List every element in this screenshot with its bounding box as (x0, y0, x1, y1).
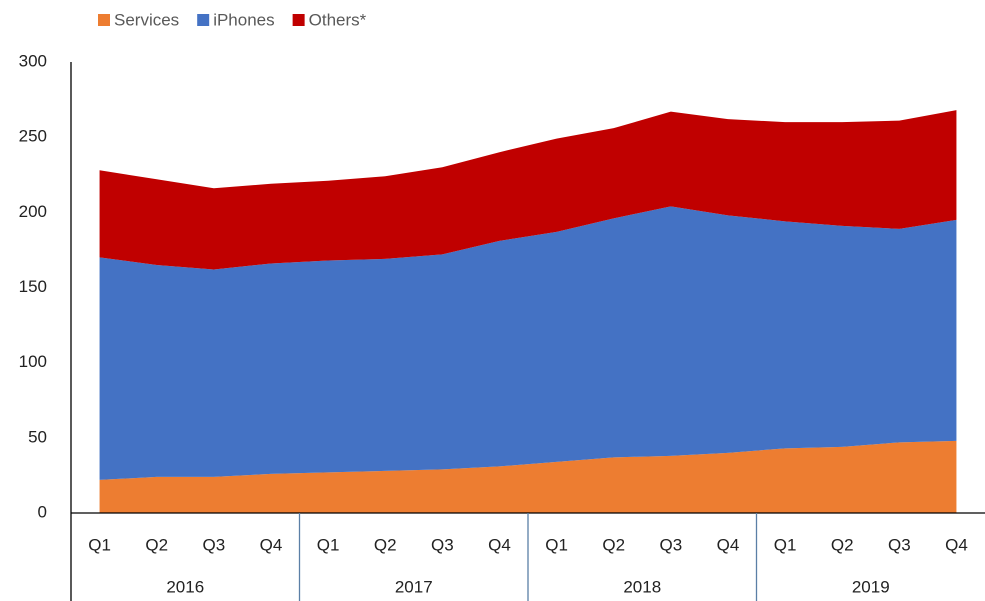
y-tick-label: 100 (19, 352, 47, 371)
x-tick-label: Q3 (888, 535, 911, 554)
legend-swatch (98, 14, 110, 26)
year-label: 2019 (852, 577, 890, 596)
x-tick-label: Q3 (431, 535, 454, 554)
area (99, 440, 957, 513)
x-tick-label: Q2 (374, 535, 397, 554)
legend-swatch (197, 14, 210, 26)
x-tick-label: Q1 (317, 535, 340, 554)
x-tick-label: Q1 (88, 535, 111, 554)
legend-label: Others* (309, 10, 367, 29)
x-tick-label: Q2 (145, 535, 168, 554)
x-tick-label: Q2 (602, 535, 625, 554)
area (99, 110, 957, 270)
legend-swatch (292, 14, 305, 26)
x-tick-label: Q3 (202, 535, 225, 554)
y-tick-label: 200 (19, 202, 47, 221)
x-tick-label: Q4 (717, 535, 740, 554)
x-tick-label: Q1 (774, 535, 797, 554)
y-tick-label: 50 (28, 427, 47, 446)
year-label: 2017 (395, 577, 433, 596)
year-label: 2018 (623, 577, 661, 596)
area (99, 206, 957, 480)
legend-label: Services (114, 10, 179, 29)
x-tick-label: Q4 (945, 535, 968, 554)
x-tick-label: Q4 (488, 535, 511, 554)
y-tick-label: 300 (19, 51, 47, 70)
x-tick-label: Q3 (659, 535, 682, 554)
y-tick-label: 250 (19, 127, 47, 146)
y-tick-label: 0 (38, 502, 47, 521)
x-tick-label: Q4 (260, 535, 283, 554)
y-tick-label: 150 (19, 277, 47, 296)
x-tick-label: Q2 (831, 535, 854, 554)
x-tick-label: Q1 (545, 535, 568, 554)
legend: Services iPhones Others* (98, 10, 367, 29)
year-label: 2016 (166, 577, 204, 596)
legend-label: iPhones (213, 10, 274, 29)
